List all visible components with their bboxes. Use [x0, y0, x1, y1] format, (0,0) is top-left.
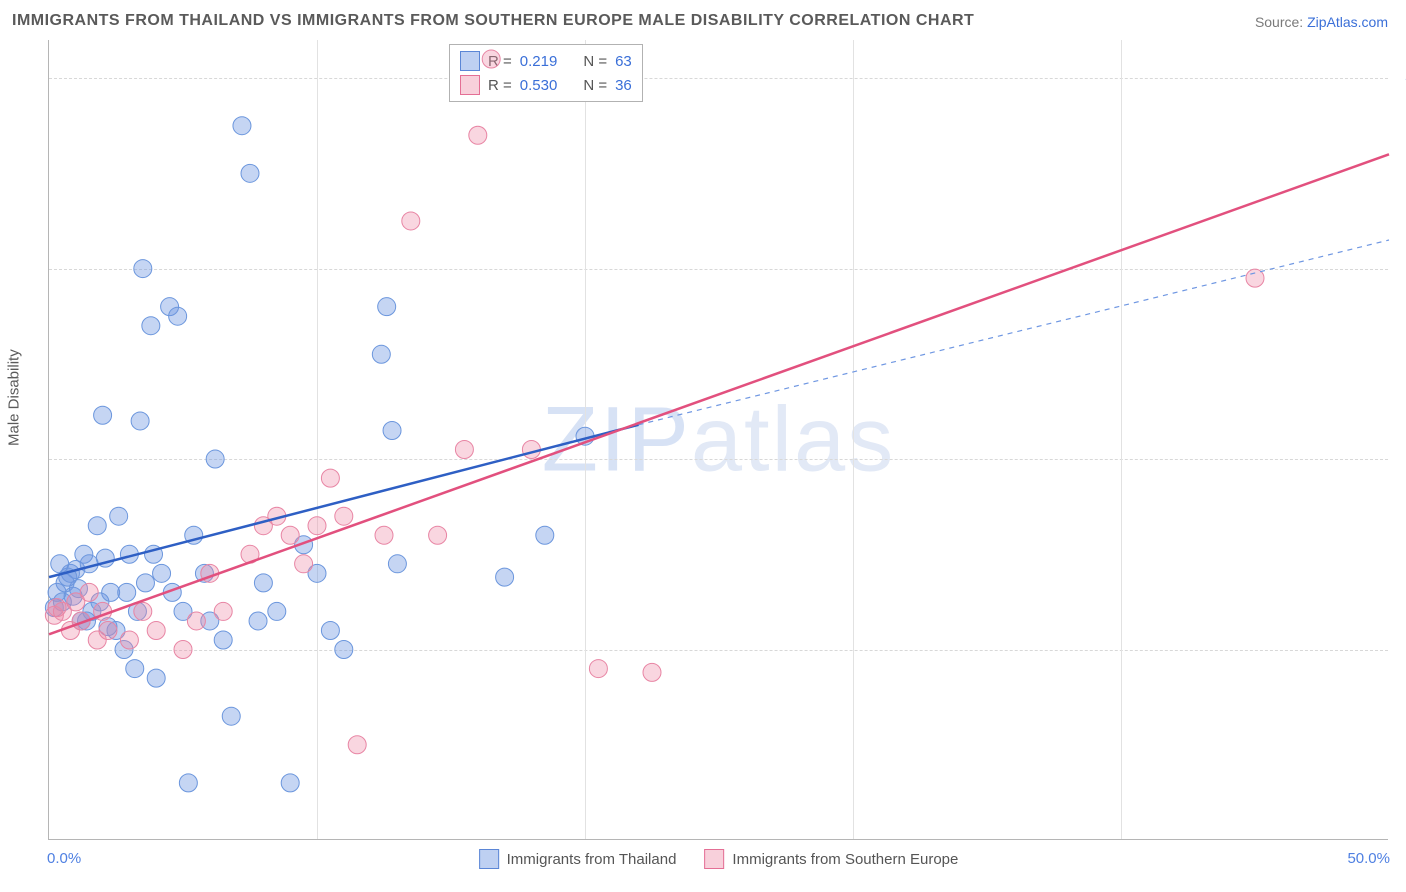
legend-label-seurope: Immigrants from Southern Europe — [732, 851, 958, 868]
data-point — [388, 555, 406, 573]
data-point — [281, 774, 299, 792]
y-axis-title: Male Disability — [6, 349, 23, 446]
data-point — [120, 631, 138, 649]
chart-container: IMMIGRANTS FROM THAILAND VS IMMIGRANTS F… — [0, 0, 1406, 892]
source-credit: Source: ZipAtlas.com — [1255, 14, 1388, 30]
x-tick-max: 50.0% — [1347, 850, 1390, 867]
data-point — [233, 117, 251, 135]
data-point — [214, 602, 232, 620]
data-point — [496, 568, 514, 586]
data-point — [99, 621, 117, 639]
data-point — [522, 441, 540, 459]
trend-line — [49, 425, 639, 577]
data-point — [375, 526, 393, 544]
data-point — [153, 564, 171, 582]
legend-item-seurope: Immigrants from Southern Europe — [704, 849, 958, 869]
data-point — [187, 612, 205, 630]
data-point — [378, 298, 396, 316]
data-point — [308, 517, 326, 535]
x-tick-min: 0.0% — [47, 850, 81, 867]
data-point — [372, 345, 390, 363]
data-point — [134, 260, 152, 278]
data-point — [348, 736, 366, 754]
data-point — [321, 621, 339, 639]
data-point — [482, 50, 500, 68]
data-point — [214, 631, 232, 649]
data-point — [134, 602, 152, 620]
data-point — [321, 469, 339, 487]
data-point — [118, 583, 136, 601]
swatch-pink-icon — [704, 849, 724, 869]
series-legend: Immigrants from Thailand Immigrants from… — [479, 849, 959, 869]
legend-label-thailand: Immigrants from Thailand — [507, 851, 677, 868]
swatch-blue-icon — [479, 849, 499, 869]
data-point — [110, 507, 128, 525]
data-point — [402, 212, 420, 230]
data-point — [142, 317, 160, 335]
data-point — [147, 669, 165, 687]
y-tick-label: 30.0% — [1393, 260, 1406, 277]
data-point — [80, 583, 98, 601]
y-tick-label: 10.0% — [1393, 641, 1406, 658]
data-point — [281, 526, 299, 544]
data-point — [536, 526, 554, 544]
trend-line — [49, 154, 1389, 634]
data-point — [136, 574, 154, 592]
data-point — [429, 526, 447, 544]
data-point — [126, 660, 144, 678]
data-point — [254, 574, 272, 592]
source-label: Source: — [1255, 14, 1307, 30]
legend-item-thailand: Immigrants from Thailand — [479, 849, 677, 869]
data-point — [88, 517, 106, 535]
source-link[interactable]: ZipAtlas.com — [1307, 14, 1388, 30]
data-point — [335, 507, 353, 525]
data-point — [179, 774, 197, 792]
data-point — [295, 555, 313, 573]
data-point — [241, 164, 259, 182]
data-point — [206, 450, 224, 468]
data-point — [147, 621, 165, 639]
data-point — [94, 406, 112, 424]
data-point — [643, 663, 661, 681]
y-tick-label: 40.0% — [1393, 70, 1406, 87]
data-point — [169, 307, 187, 325]
data-point — [80, 555, 98, 573]
data-point — [174, 641, 192, 659]
data-point — [249, 612, 267, 630]
data-point — [589, 660, 607, 678]
data-point — [222, 707, 240, 725]
chart-title: IMMIGRANTS FROM THAILAND VS IMMIGRANTS F… — [12, 12, 974, 30]
plot-area: ZIPatlas 10.0%20.0%30.0%40.0% 0.0% 50.0%… — [48, 40, 1388, 840]
y-tick-label: 20.0% — [1393, 451, 1406, 468]
data-point — [469, 126, 487, 144]
data-point — [131, 412, 149, 430]
trend-line-dashed — [639, 240, 1389, 425]
data-point — [455, 441, 473, 459]
data-point — [383, 421, 401, 439]
data-point — [268, 602, 286, 620]
scatter-svg — [49, 40, 1388, 839]
data-point — [335, 641, 353, 659]
